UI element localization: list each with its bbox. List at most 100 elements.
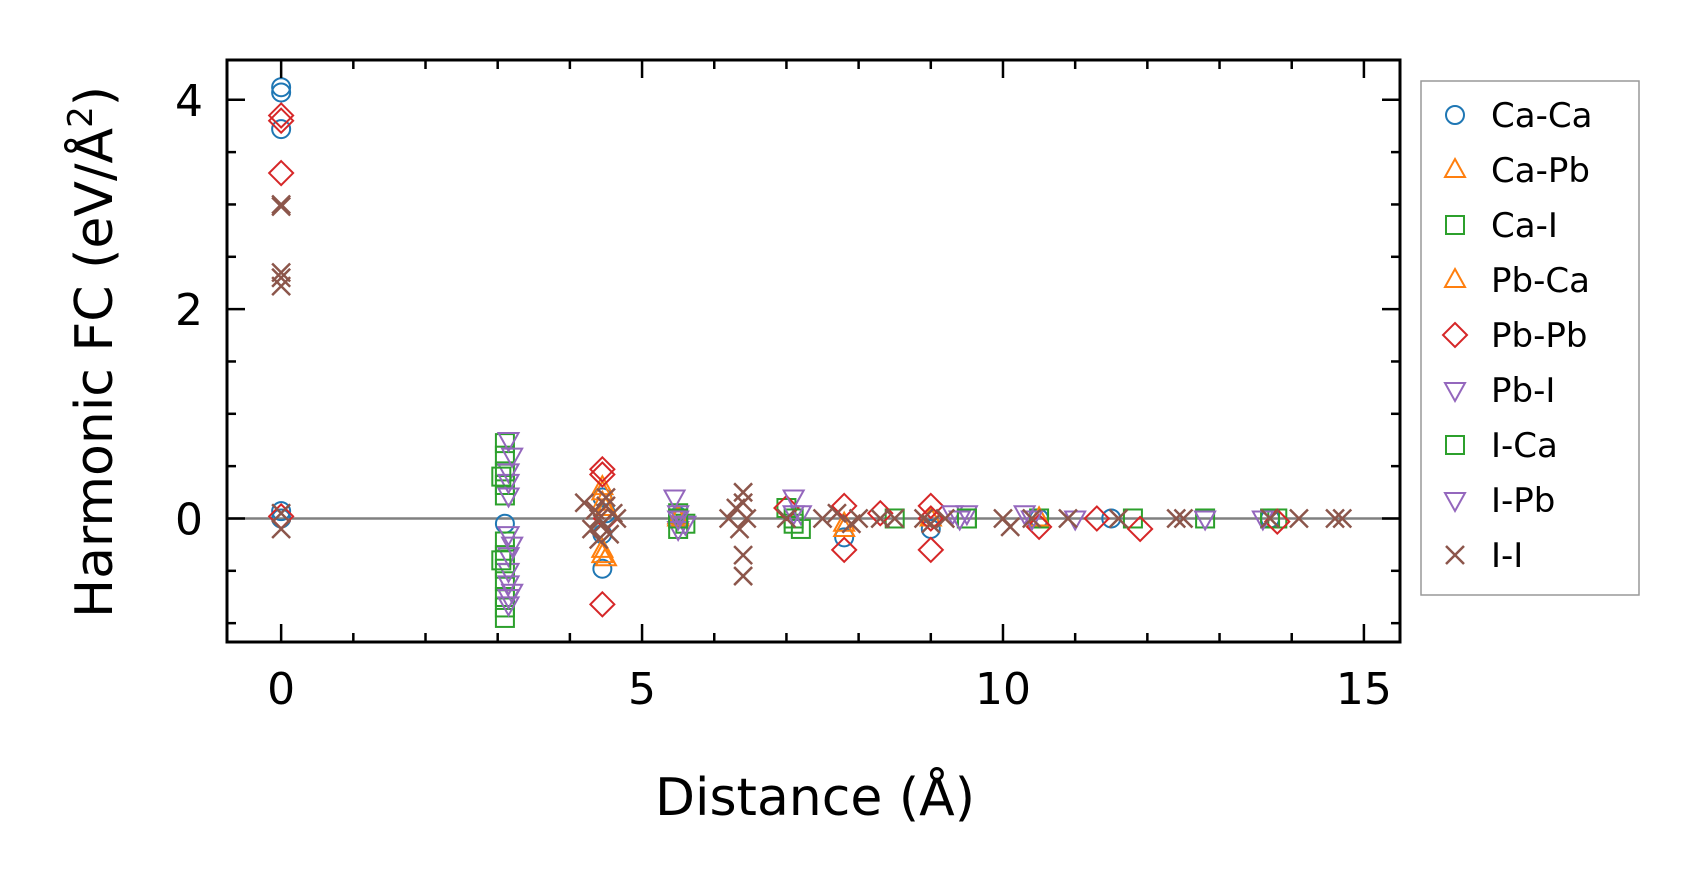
- legend-marker: [1443, 492, 1467, 514]
- data-point: [500, 447, 524, 469]
- data-point: [500, 536, 524, 558]
- y-axis-title-main: Harmonic FC (eV/Å: [63, 127, 125, 618]
- data-point: [271, 196, 292, 217]
- data-point: [1126, 515, 1154, 543]
- data-point: [581, 519, 602, 539]
- data-point: [271, 501, 292, 522]
- data-point: [834, 527, 855, 548]
- y-tick-label: 0: [175, 494, 203, 545]
- legend-label: I-Pb: [1491, 481, 1555, 521]
- legend-entry: I-Pb: [1443, 481, 1555, 521]
- data-point: [1000, 516, 1021, 537]
- data-point: [1173, 508, 1194, 529]
- legend-entry: Pb-Ca: [1443, 261, 1590, 301]
- data-point: [848, 508, 869, 529]
- data-point: [790, 518, 811, 539]
- data-point: [827, 503, 847, 524]
- data-point: [500, 583, 524, 605]
- data-points: [267, 77, 1353, 628]
- data-point: [729, 519, 750, 539]
- data-point: [935, 508, 956, 529]
- data-point: [917, 536, 945, 564]
- series-ca-ca: [271, 77, 1281, 579]
- legend-entry: I-Ca: [1445, 426, 1558, 466]
- legend-label: I-Ca: [1491, 426, 1558, 466]
- data-point: [1020, 510, 1044, 532]
- data-point: [812, 508, 833, 529]
- data-point: [666, 505, 690, 527]
- x-tick-label: 0: [267, 664, 295, 715]
- data-point: [267, 107, 295, 135]
- data-point: [733, 492, 754, 513]
- data-point: [588, 529, 609, 550]
- data-point: [1083, 505, 1111, 532]
- legend-label: I-I: [1491, 536, 1523, 576]
- data-point: [1166, 508, 1187, 529]
- data-point: [596, 487, 616, 508]
- data-point: [666, 520, 690, 543]
- data-point: [1108, 508, 1129, 529]
- x-tick-label: 15: [1336, 664, 1392, 715]
- legend-label: Pb-Pb: [1491, 316, 1587, 356]
- data-point: [955, 505, 979, 527]
- data-point: [781, 489, 806, 511]
- x-tick-label: 10: [975, 664, 1031, 715]
- data-point: [947, 510, 972, 532]
- legend-marker: [1443, 156, 1467, 178]
- series-i-ca: [491, 466, 977, 571]
- data-point: [588, 461, 616, 488]
- legend-marker: [1443, 382, 1467, 404]
- data-point: [1025, 513, 1053, 541]
- legend-marker: [1441, 321, 1469, 349]
- data-point: [491, 550, 512, 571]
- legend-label: Ca-I: [1491, 206, 1558, 246]
- tick-labels: 0 5 10 15 0 2 4: [175, 76, 1392, 715]
- data-point: [271, 276, 292, 296]
- data-point: [920, 513, 941, 534]
- legend-entry: Pb-I: [1443, 371, 1555, 411]
- y-axis-title: Harmonic FC (eV/Å2): [61, 86, 125, 618]
- data-point: [574, 492, 595, 513]
- data-point: [783, 508, 804, 529]
- legend-label: Pb-I: [1491, 371, 1555, 411]
- axis-ticks: [227, 60, 1400, 642]
- series-i-pb: [500, 447, 1044, 605]
- legend-label: Pb-Ca: [1491, 261, 1590, 301]
- legend-entry: Ca-Pb: [1443, 151, 1590, 191]
- data-point: [496, 463, 521, 485]
- data-point: [733, 545, 754, 566]
- y-axis-title-close: ): [65, 86, 125, 106]
- data-point: [496, 431, 521, 454]
- data-point: [776, 508, 797, 529]
- data-point: [1021, 508, 1042, 529]
- data-point: [271, 77, 292, 98]
- data-point: [599, 524, 620, 545]
- legend-marker: [1445, 215, 1465, 235]
- data-point: [496, 526, 521, 548]
- legend-marker: [1443, 266, 1467, 288]
- data-point: [271, 119, 292, 140]
- series-pb-pb: [267, 102, 1291, 618]
- legend: Ca-Ca Ca-Pb Ca-I Pb-Ca Pb-Pb Pb-I I-Ca I-Pb I-I: [1420, 80, 1640, 596]
- data-point: [590, 542, 615, 564]
- data-point: [271, 503, 292, 524]
- data-point: [1325, 508, 1345, 529]
- x-tick-label: 5: [628, 664, 656, 715]
- data-point: [594, 545, 618, 567]
- legend-label: Ca-Pb: [1491, 151, 1590, 191]
- data-point: [1101, 508, 1122, 529]
- data-point: [884, 508, 905, 529]
- data-point: [588, 590, 616, 618]
- legend-marker: [1445, 105, 1465, 125]
- data-point: [1289, 508, 1309, 529]
- data-point: [496, 473, 521, 495]
- data-point: [267, 159, 295, 187]
- y-tick-label: 2: [175, 285, 203, 336]
- legend-marker: [1445, 545, 1465, 565]
- data-point: [491, 466, 512, 487]
- data-point: [956, 508, 977, 529]
- plot-frame: [225, 58, 1402, 644]
- legend-entry: Ca-Ca: [1445, 96, 1592, 136]
- legend-label: Ca-Ca: [1491, 96, 1592, 136]
